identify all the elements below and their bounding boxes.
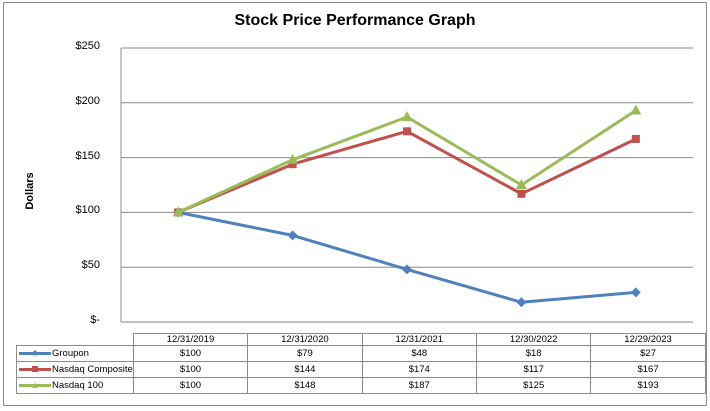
triangle-marker-icon xyxy=(287,153,299,164)
diamond-marker-icon xyxy=(516,297,527,308)
triangle-marker-icon xyxy=(630,104,642,115)
series-name: Groupon xyxy=(52,348,89,359)
value-cell: $100 xyxy=(132,345,249,362)
value-cell: $117 xyxy=(475,361,592,378)
y-tick-label: $- xyxy=(90,314,100,326)
category-label: 12/30/2022 xyxy=(475,333,592,346)
diamond-marker-icon xyxy=(402,264,412,275)
triangle-marker-icon xyxy=(401,111,413,122)
data-table: 12/31/2019 12/31/2020 12/31/2021 12/30/2… xyxy=(16,333,706,394)
value-cell: $144 xyxy=(247,361,363,378)
value-cell: $174 xyxy=(361,361,477,378)
value-cell: $100 xyxy=(132,377,249,394)
triangle-marker-icon xyxy=(515,179,527,189)
square-marker-icon xyxy=(403,127,411,136)
series-name: Nasdaq Composite xyxy=(52,364,133,375)
value-cell: $27 xyxy=(590,345,706,362)
category-label: 12/31/2019 xyxy=(132,333,249,346)
data-table-row-nasdaq-100: Nasdaq 100 $100 $148 $187 $125 $193 xyxy=(16,377,706,394)
square-marker-icon xyxy=(517,189,526,198)
diamond-marker-icon xyxy=(630,287,641,298)
series-line xyxy=(177,210,636,304)
nasdaq-100-legend-icon xyxy=(19,381,51,389)
value-cell: $79 xyxy=(247,345,363,362)
value-cell: $148 xyxy=(247,377,363,394)
value-cell: $167 xyxy=(590,361,706,378)
square-marker-icon xyxy=(288,160,297,169)
data-table-row-groupon: Groupon $100 $79 $48 $18 $27 xyxy=(16,345,706,362)
y-tick-label: $200 xyxy=(75,94,100,107)
category-label: 12/31/2021 xyxy=(361,333,477,346)
data-table-row-nasdaq-composite: Nasdaq Composite $100 $144 $174 $117 $16… xyxy=(16,361,706,378)
value-cell: $18 xyxy=(475,345,592,362)
triangle-marker-icon xyxy=(172,206,184,217)
y-tick-label: $150 xyxy=(75,149,100,162)
value-cell: $125 xyxy=(475,377,592,394)
diamond-marker-icon xyxy=(287,230,298,241)
value-cell: $187 xyxy=(361,377,477,394)
y-tick-label: $100 xyxy=(75,204,100,217)
groupon-legend-icon xyxy=(19,349,51,357)
chart-title: Stock Price Performance Graph xyxy=(234,12,476,29)
nasdaq-composite-legend-icon xyxy=(19,365,51,373)
y-tick-label: $50 xyxy=(81,259,100,272)
y-tick-label: $250 xyxy=(75,40,100,52)
square-marker-icon xyxy=(631,134,640,143)
category-label: 12/31/2020 xyxy=(247,333,363,346)
series-line xyxy=(177,109,637,214)
value-cell: $48 xyxy=(361,345,477,362)
category-label: 12/29/2023 xyxy=(590,333,706,346)
value-cell: $193 xyxy=(590,377,706,394)
series-line xyxy=(177,129,637,214)
series-name: Nasdaq 100 xyxy=(52,380,104,391)
value-cell: $100 xyxy=(132,361,249,378)
data-table-header: 12/31/2019 12/31/2020 12/31/2021 12/30/2… xyxy=(17,333,706,346)
